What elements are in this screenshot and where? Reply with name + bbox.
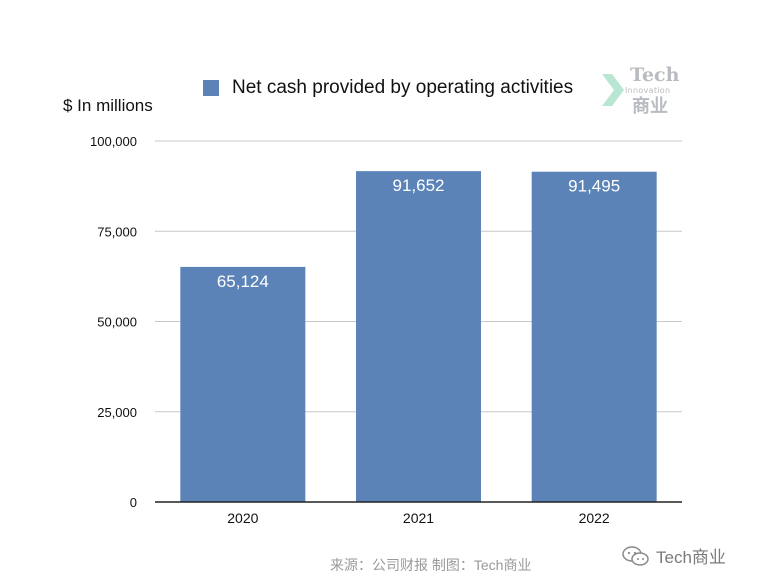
source-caption: 来源：公司财报 制图：Tech商业 [330,557,532,573]
logo-chinese-text: 商业 [632,96,668,117]
bar [356,171,481,502]
y-tick-label: 0 [130,495,137,510]
data-label: 91,652 [393,176,445,195]
legend: Net cash provided by operating activitie… [203,77,573,99]
logo-chevron-icon [602,74,624,106]
logo-text: Tech [630,64,680,86]
wechat-icon [622,545,649,566]
legend-swatch [203,80,219,96]
wechat-watermark: Tech商业 [622,543,726,568]
data-label: 65,124 [217,272,269,291]
bar [180,266,306,502]
legend-label: Net cash provided by operating activitie… [232,77,574,98]
y-axis-label: $ In millions [63,96,153,115]
y-tick-label: 25,000 [97,405,137,420]
x-tick-label: 2022 [579,510,610,526]
bar [531,171,657,502]
watermark-logo: Tech Innovation 商业 [598,64,686,117]
y-tick-label: 100,000 [90,134,137,149]
y-tick-label: 75,000 [97,224,137,239]
logo-subtext: Innovation [625,86,671,95]
data-label: 91,495 [568,177,620,196]
wechat-handle: Tech商业 [656,548,726,567]
x-tick-label: 2021 [403,510,434,526]
y-tick-label: 50,000 [97,315,137,330]
x-tick-label: 2020 [227,510,258,526]
